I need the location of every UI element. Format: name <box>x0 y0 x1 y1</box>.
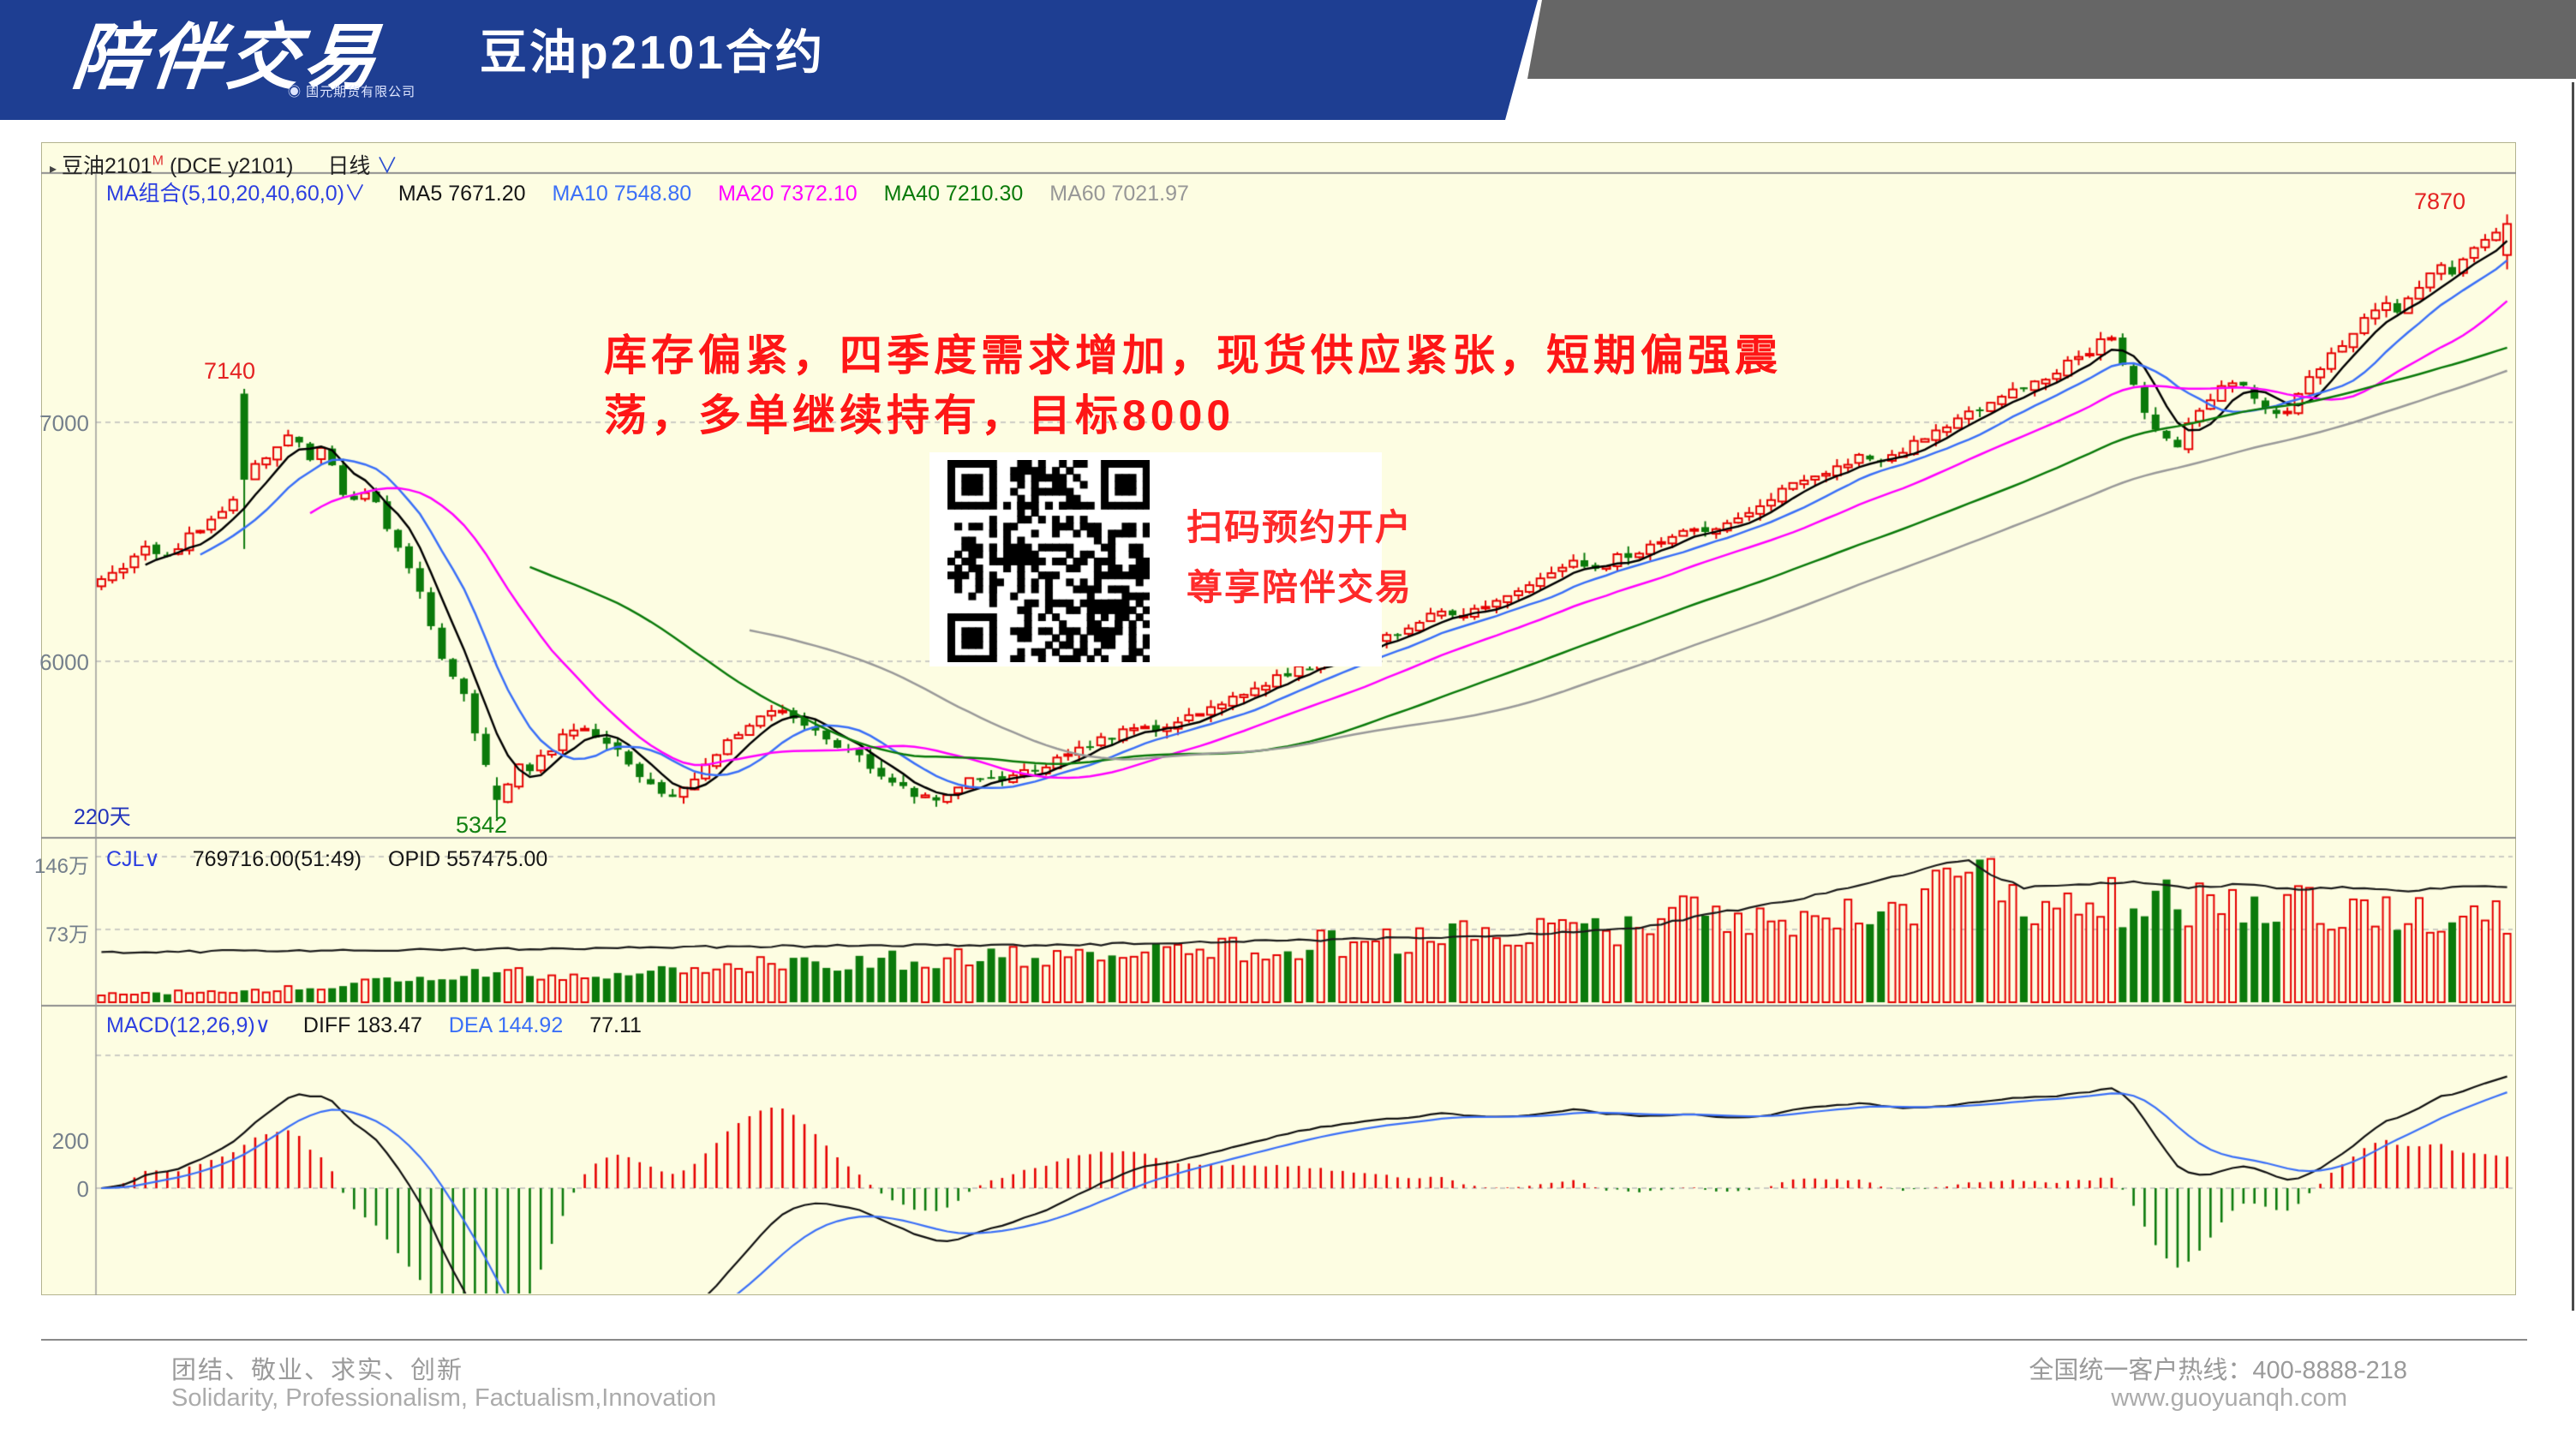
macd-dea-value: DEA 144.92 <box>448 1013 564 1037</box>
trade-note-line2: 荡，多单继续持有，目标8000 <box>604 391 1235 439</box>
open-interest-value: OPID 557475.00 <box>388 847 548 871</box>
header-banner <box>0 0 1538 120</box>
brand-company-name: ◉ 国元期货有限公司 <box>288 85 416 99</box>
macd-axis-label-200: 200 <box>51 1128 89 1154</box>
candlestick-chart-canvas[interactable] <box>41 142 2516 1295</box>
footer-hotline: 全国统一客户热线：400-8888-218 <box>2029 1357 2407 1384</box>
ma60-value: MA60 7021.97 <box>1049 182 1189 206</box>
price-axis-label-7000: 7000 <box>39 410 89 436</box>
ma5-value: MA5 7671.20 <box>397 182 526 206</box>
ma10-value: MA10 7548.80 <box>552 182 692 206</box>
chart-toolbar: ▸ 豆油2101M (DCE y2101) 日线 ∨ <box>50 149 397 180</box>
ma40-value: MA40 7210.30 <box>883 182 1024 206</box>
trade-note-annotation: 库存偏紧，四季度需求增加，现货供应紧张，短期偏强震 荡，多单继续持有，目标800… <box>604 326 1940 445</box>
symbol-marker-icon: ▸ <box>50 162 57 176</box>
qr-code <box>947 460 1150 662</box>
footer-website: www.guoyuanqh.com <box>2111 1384 2347 1412</box>
qr-promo-line2: 尊享陪伴交易 <box>1186 567 1414 607</box>
ma20-value: MA20 7372.10 <box>718 182 858 206</box>
macd-diff-value: DIFF 183.47 <box>302 1013 422 1037</box>
volume-axis-label-146: 146万 <box>33 855 89 878</box>
chevron-down-icon: ∨ <box>254 1013 271 1037</box>
swing-high-label: 7140 <box>204 358 256 384</box>
footer-motto-en: Solidarity, Professionalism, Factualism,… <box>171 1384 717 1412</box>
footer-divider <box>41 1339 2527 1341</box>
volume-legend: CJL∨ 769716.00(51:49) OPID 557475.00 <box>106 846 547 872</box>
symbol-name: 豆油2101 <box>62 154 152 178</box>
ma-legend: MA组合(5,10,20,40,60,0)∨ MA5 7671.20 MA10 … <box>106 176 1189 207</box>
period-selector[interactable]: 日线 ∨ <box>327 154 398 178</box>
symbol-code: (DCE y2101) <box>169 154 294 178</box>
macd-bar-value: 77.11 <box>589 1013 642 1037</box>
latest-high-label: 7870 <box>2414 188 2466 214</box>
page-title: 豆油p2101合约 <box>480 26 825 79</box>
header-gray-band <box>1527 0 2576 79</box>
swing-low-label: 5342 <box>456 812 508 838</box>
footer-motto-cn: 团结、敬业、求实、创新 <box>171 1357 464 1384</box>
main-contract-badge: M <box>152 153 164 169</box>
macd-legend: MACD(12,26,9)∨ DIFF 183.47 DEA 144.92 77… <box>106 1013 642 1038</box>
window-edge-divider <box>2572 82 2574 1311</box>
volume-axis-label-73: 73万 <box>45 923 89 947</box>
visible-days-label: 220天 <box>74 805 131 829</box>
qr-promo-line1: 扫码预约开户 <box>1186 507 1414 547</box>
ma-group-selector[interactable]: MA组合(5,10,20,40,60,0)∨ <box>106 182 366 206</box>
volume-indicator-selector[interactable]: CJL∨ <box>106 847 160 871</box>
macd-axis-label-0: 0 <box>76 1176 89 1202</box>
price-axis-label-6000: 6000 <box>39 649 89 675</box>
macd-indicator-selector[interactable]: MACD(12,26,9)∨ <box>106 1013 271 1037</box>
volume-value: 769716.00(51:49) <box>192 847 362 871</box>
trade-note-line1: 库存偏紧，四季度需求增加，现货供应紧张，短期偏强震 <box>604 332 1782 379</box>
chevron-down-icon: ∨ <box>344 182 366 206</box>
chevron-down-icon: ∨ <box>144 847 160 871</box>
